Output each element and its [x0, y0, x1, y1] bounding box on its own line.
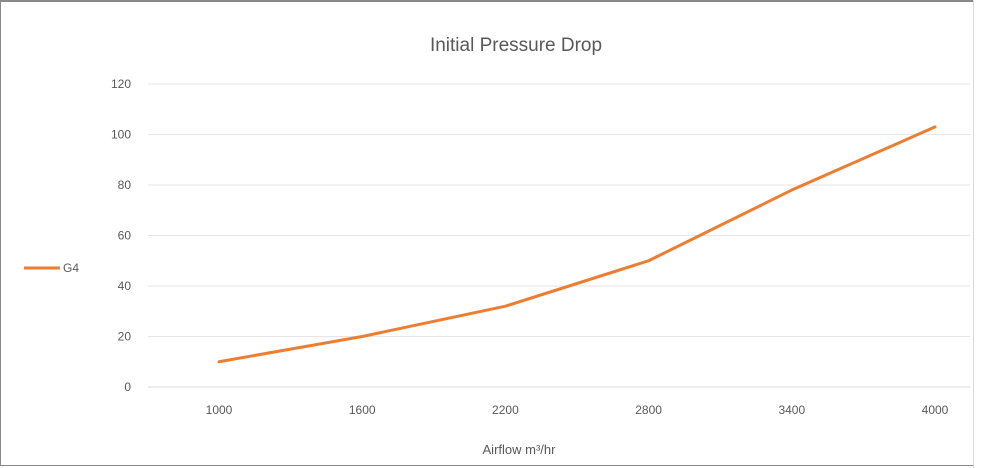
x-tick-label: 4000 [922, 403, 949, 417]
chart-right-edge [973, 0, 984, 468]
chart-title: Initial Pressure Drop [430, 35, 602, 56]
x-tick-label: 1600 [349, 403, 376, 417]
series-layer [217, 125, 937, 364]
y-tick-label: 100 [111, 128, 131, 142]
series-line-g4 [217, 125, 937, 364]
x-tick-label: 3400 [778, 403, 805, 417]
x-axis-label: Airflow m³/hr [483, 442, 557, 457]
x-axis-ticks: 1000 1600 2200 2800 3400 4000 [206, 403, 949, 417]
x-tick-label: 2200 [492, 403, 519, 417]
legend: G4 [24, 261, 79, 275]
y-tick-label: 40 [118, 279, 132, 293]
x-tick-label: 1000 [206, 403, 233, 417]
gridlines [148, 83, 970, 388]
y-tick-label: 80 [118, 178, 132, 192]
y-tick-label: 0 [124, 380, 131, 394]
y-tick-label: 20 [118, 330, 132, 344]
legend-label-g4: G4 [63, 261, 79, 275]
y-tick-label: 60 [118, 229, 132, 243]
x-tick-label: 2800 [635, 403, 662, 417]
y-tick-label: 120 [111, 77, 131, 91]
y-axis-ticks: 0 20 40 60 80 100 120 [111, 77, 131, 394]
